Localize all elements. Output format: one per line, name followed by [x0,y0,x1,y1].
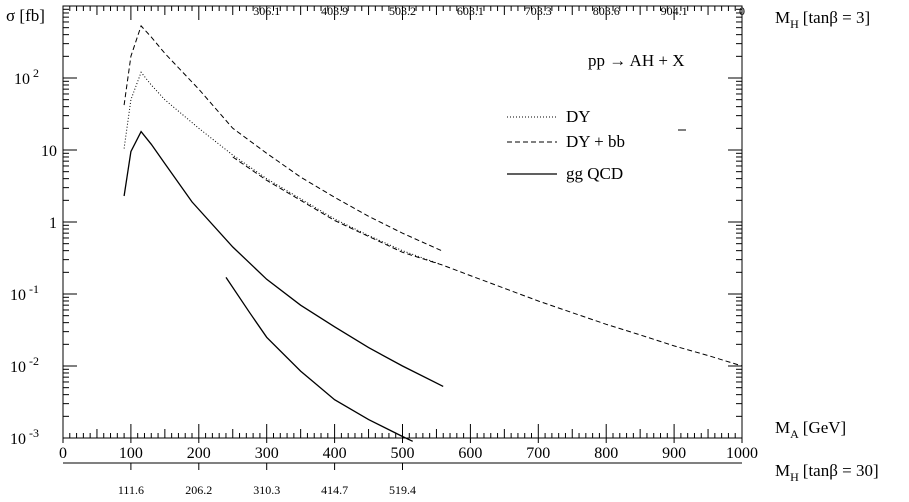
legend: DY DY + bb gg QCD [507,107,686,183]
y-tick-label: 10 -3 [10,426,39,448]
x-tick-label: 800 [594,445,618,462]
secondary-x-tick-label: 519.4 [389,483,416,497]
x-tick-label: 300 [255,445,279,462]
x-tick-label: 900 [662,445,686,462]
top-axis-tick-label: 703.3 [525,4,552,18]
y-axis-label: σ [fb] [6,6,45,25]
x-tick-label: 200 [187,445,211,462]
legend-label-gg: gg QCD [566,164,623,183]
top-axis-tick-label: 803.6 [593,4,620,18]
top-axis-tick-label: 904.1 [661,4,688,18]
series-line [123,71,444,266]
top-axis-tick-label: 403.9 [321,4,348,18]
series-curves [123,24,743,442]
top-axis-tick-label: 503.2 [389,4,416,18]
y-tick-label: 10 -1 [10,282,39,304]
y-tick-label: 1 [49,215,57,232]
process-annotation: pp → AH + X [588,51,684,70]
series-line [232,156,743,367]
series-line [123,130,444,387]
x-tick-label: 700 [526,445,550,462]
top-axis-tick-label: 603.1 [457,4,484,18]
x-tick-label: 100 [119,445,143,462]
axis-ticks [62,6,743,470]
bottom-secondary-axis-label: MH [tanβ = 30] [775,461,879,484]
secondary-x-tick-label: 111.6 [118,483,144,497]
y-tick-label: 10 [41,143,57,160]
plot-area-border [62,5,743,439]
x-tick-label: 500 [391,445,415,462]
series-line [123,24,444,252]
x-tick-label: 400 [323,445,347,462]
x-axis-label: MA [GeV] [775,418,846,441]
top-axis-tick-label: 306.1 [253,4,280,18]
y-tick-label: 10 -2 [10,354,39,376]
series-line [225,277,413,442]
y-tick-label: 10 2 [14,66,39,88]
plot-frame [62,5,743,464]
x-tick-label: 0 [59,445,67,462]
legend-label-dy-bb: DY + bb [566,132,625,151]
x-tick-label: 600 [458,445,482,462]
x-tick-label: 1000 [726,445,758,462]
secondary-x-tick-label: 414.7 [321,483,348,497]
secondary-x-tick-label: 310.3 [253,483,280,497]
legend-label-dy: DY [566,107,591,126]
top-axis-label: MH [tanβ = 3] [775,8,870,31]
secondary-x-tick-label: 206.2 [185,483,212,497]
axis-labels: 0 100 200 300 400 500 600 700 800 900 100010-310-2… [10,4,758,497]
top-axis-tick-label: 0 [739,4,745,18]
